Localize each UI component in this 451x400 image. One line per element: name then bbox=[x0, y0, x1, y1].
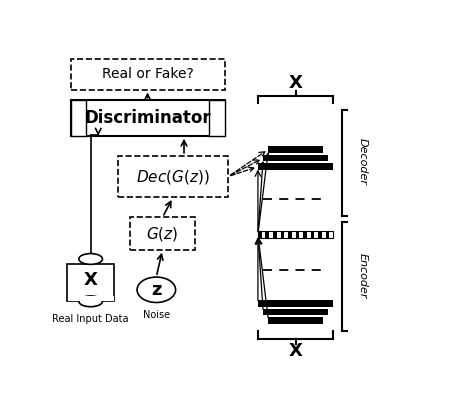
Text: $\mathit{Dec(G(z))}$: $\mathit{Dec(G(z))}$ bbox=[136, 168, 209, 186]
Ellipse shape bbox=[78, 296, 102, 307]
Bar bbox=[262, 308, 327, 315]
Bar bbox=[310, 231, 314, 238]
Bar bbox=[268, 317, 322, 324]
Bar bbox=[265, 231, 269, 238]
Bar bbox=[318, 231, 321, 238]
Bar bbox=[303, 231, 306, 238]
Ellipse shape bbox=[78, 254, 102, 264]
Bar bbox=[280, 231, 284, 238]
Text: Real Input Data: Real Input Data bbox=[52, 314, 129, 324]
Bar bbox=[295, 231, 299, 238]
Bar bbox=[70, 59, 224, 90]
Bar bbox=[287, 231, 291, 238]
Text: Noise: Noise bbox=[143, 310, 170, 320]
Bar bbox=[258, 231, 261, 238]
Text: Real or Fake?: Real or Fake? bbox=[101, 67, 193, 81]
Ellipse shape bbox=[137, 277, 175, 302]
Text: Encoder: Encoder bbox=[357, 253, 367, 299]
Bar bbox=[268, 146, 322, 153]
Bar bbox=[258, 163, 332, 170]
Text: X: X bbox=[288, 342, 302, 360]
Bar bbox=[70, 100, 224, 136]
Text: Discriminator: Discriminator bbox=[84, 109, 211, 127]
Bar bbox=[67, 264, 114, 301]
Bar bbox=[68, 296, 113, 301]
Text: X: X bbox=[288, 74, 302, 92]
Text: X: X bbox=[83, 271, 97, 289]
Text: $\mathit{G(z)}$: $\mathit{G(z)}$ bbox=[146, 224, 178, 242]
Text: $\mathbf{z}$: $\mathbf{z}$ bbox=[150, 281, 162, 299]
Bar bbox=[130, 218, 194, 250]
Bar bbox=[272, 231, 276, 238]
Bar bbox=[209, 100, 224, 136]
Bar bbox=[262, 154, 327, 161]
Text: Decoder: Decoder bbox=[357, 138, 367, 186]
Bar bbox=[258, 300, 332, 307]
Bar bbox=[325, 231, 329, 238]
Bar bbox=[258, 231, 332, 238]
Bar bbox=[70, 100, 86, 136]
Bar bbox=[118, 156, 228, 197]
